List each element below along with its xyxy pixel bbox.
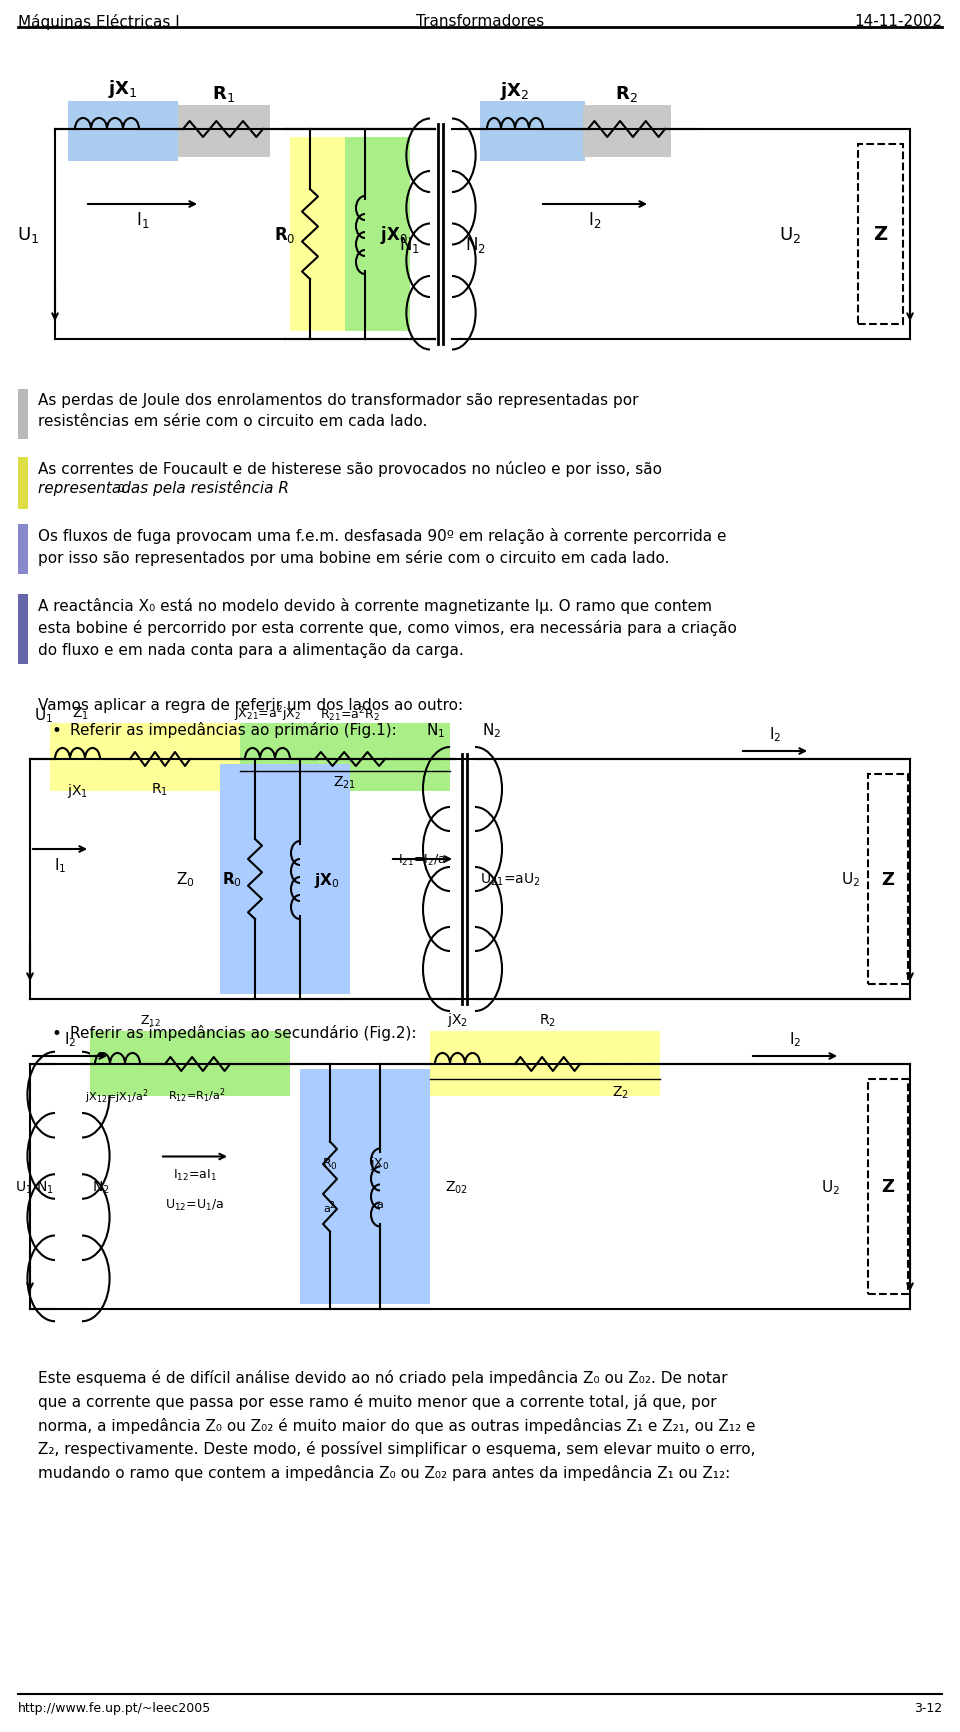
Text: U$_1$: U$_1$ [17, 225, 39, 244]
Text: Este esquema é de difícil análise devido ao nó criado pela impedância Z₀ ou Z₀₂.: Este esquema é de difícil análise devido… [38, 1370, 756, 1481]
Text: Z: Z [881, 871, 895, 889]
Text: Z: Z [873, 225, 887, 244]
Text: As correntes de Foucault e de histerese são provocados no núcleo e por isso, são: As correntes de Foucault e de histerese … [38, 461, 662, 476]
Text: Referir as impedâncias ao secundário (Fig.2):: Referir as impedâncias ao secundário (Fi… [70, 1024, 417, 1041]
Text: jX$_0$: jX$_0$ [380, 223, 408, 246]
Text: N$_1$: N$_1$ [425, 721, 445, 740]
Text: R$_0$: R$_0$ [275, 225, 296, 244]
Text: a: a [376, 1199, 383, 1209]
Text: $_0$: $_0$ [117, 480, 126, 495]
Bar [90, 1031, 290, 1096]
Text: Referir as impedâncias ao primário (Fig.1):: Referir as impedâncias ao primário (Fig.… [70, 722, 396, 738]
Text: U$_2$: U$_2$ [821, 1178, 839, 1197]
Text: R$_{21}$=a$^2$R$_2$: R$_{21}$=a$^2$R$_2$ [320, 705, 380, 724]
Bar [178, 106, 270, 158]
Text: 3-12: 3-12 [914, 1701, 942, 1715]
Text: I$_2$: I$_2$ [588, 210, 602, 230]
Text: U$_1$ N$_1$: U$_1$ N$_1$ [15, 1178, 55, 1195]
Text: I$_1$: I$_1$ [135, 210, 149, 230]
Text: a$^2$: a$^2$ [324, 1199, 337, 1216]
Text: I$_2$: I$_2$ [789, 1031, 802, 1048]
Text: N$_2$: N$_2$ [482, 721, 501, 740]
Text: http://www.fe.up.pt/~leec2005: http://www.fe.up.pt/~leec2005 [18, 1701, 211, 1715]
Text: R$_0$: R$_0$ [222, 869, 242, 889]
Text: Z$_2$: Z$_2$ [612, 1084, 629, 1102]
Text: jX$_2$: jX$_2$ [500, 80, 530, 102]
Text: U$_{21}$=aU$_2$: U$_{21}$=aU$_2$ [480, 871, 540, 889]
Text: R$_{12}$=R$_1$/a$^2$: R$_{12}$=R$_1$/a$^2$ [168, 1086, 226, 1105]
Text: I$_2$: I$_2$ [63, 1031, 76, 1048]
Text: jX$_1$: jX$_1$ [108, 78, 138, 100]
Text: I$_{21}$=I$_2$/a: I$_{21}$=I$_2$/a [397, 852, 446, 868]
Text: jX$_0$: jX$_0$ [371, 1155, 390, 1173]
Text: jX$_0$: jX$_0$ [314, 869, 340, 889]
Text: Transformadores: Transformadores [416, 14, 544, 29]
Text: I$_{12}$=aI$_1$: I$_{12}$=aI$_1$ [173, 1167, 217, 1181]
Text: R$_1$: R$_1$ [211, 83, 234, 104]
Text: R$_1$: R$_1$ [152, 781, 169, 798]
Text: A reactância X₀ está no modelo devido à corrente magnetizante Iμ. O ramo que con: A reactância X₀ está no modelo devido à … [38, 598, 737, 656]
Text: Z$_{21}$: Z$_{21}$ [333, 774, 356, 792]
Text: U$_{12}$=U$_1$/a: U$_{12}$=U$_1$/a [165, 1197, 225, 1212]
Bar [18, 525, 28, 575]
Text: representadas pela resistência R: representadas pela resistência R [38, 480, 289, 495]
Bar [50, 724, 240, 792]
Bar [18, 390, 28, 440]
Text: U$_2$: U$_2$ [779, 225, 801, 244]
Text: Os fluxos de fuga provocam uma f.e.m. desfasada 90º em relação à corrente percor: Os fluxos de fuga provocam uma f.e.m. de… [38, 528, 727, 566]
Text: I$_1$: I$_1$ [54, 856, 66, 875]
Bar [868, 1079, 908, 1294]
Text: Z$_0$: Z$_0$ [177, 869, 195, 889]
Bar [868, 774, 908, 984]
Text: R$_2$: R$_2$ [614, 83, 637, 104]
Bar [480, 102, 585, 161]
Text: jX$_{12}$=jX$_1$/a$^2$: jX$_{12}$=jX$_1$/a$^2$ [85, 1086, 149, 1105]
Bar [220, 764, 350, 994]
Text: Z: Z [881, 1178, 895, 1195]
Bar [290, 139, 345, 333]
Text: •: • [52, 722, 61, 740]
Bar [430, 1031, 660, 1096]
Text: Z$_{02}$: Z$_{02}$ [445, 1178, 468, 1195]
Bar [240, 724, 450, 792]
Text: 14-11-2002: 14-11-2002 [854, 14, 942, 29]
Text: jX$_2$: jX$_2$ [446, 1010, 468, 1029]
Bar [18, 457, 28, 509]
Text: I$_2$: I$_2$ [769, 726, 781, 743]
Text: Z$_1$: Z$_1$ [72, 705, 88, 722]
Text: N$_2$: N$_2$ [92, 1178, 109, 1195]
Bar [68, 102, 178, 161]
Bar [345, 139, 410, 333]
Bar [858, 145, 903, 326]
Text: jX$_{21}$=a$^2$jX$_2$: jX$_{21}$=a$^2$jX$_2$ [233, 703, 300, 724]
Text: As perdas de Joule dos enrolamentos do transformador são representadas por
resis: As perdas de Joule dos enrolamentos do t… [38, 393, 638, 430]
Bar [300, 1069, 430, 1304]
Text: •: • [52, 1024, 61, 1043]
Text: N$_1$: N$_1$ [399, 236, 420, 255]
Text: Vamos aplicar a regra de referir um dos lados ao outro:: Vamos aplicar a regra de referir um dos … [38, 698, 463, 712]
Text: R$_0$: R$_0$ [323, 1157, 338, 1173]
Text: Máquinas Eléctricas I: Máquinas Eléctricas I [18, 14, 180, 29]
Bar [18, 594, 28, 665]
Text: R$_2$: R$_2$ [539, 1011, 556, 1029]
Text: U$_1$: U$_1$ [34, 707, 53, 724]
Text: N$_2$: N$_2$ [465, 236, 486, 255]
Text: U$_2$: U$_2$ [841, 869, 859, 889]
Bar [583, 106, 671, 158]
Text: jX$_1$: jX$_1$ [66, 781, 87, 800]
Text: Z$_{12}$: Z$_{12}$ [139, 1013, 160, 1029]
